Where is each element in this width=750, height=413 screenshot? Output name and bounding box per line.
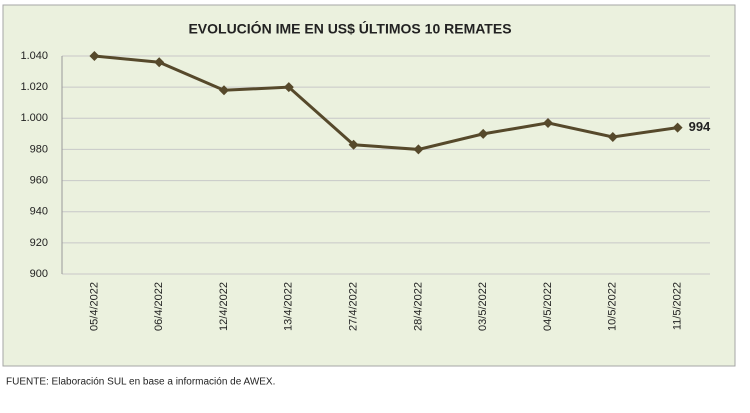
source-note: FUENTE: Elaboración SUL en base a inform…: [6, 377, 275, 388]
x-tick-label: 12/4/2022: [218, 282, 230, 331]
line: [94, 54, 678, 151]
x-tick-label: 03/5/2022: [477, 282, 489, 331]
marker: [413, 144, 424, 155]
y-tick-label: 960: [30, 174, 48, 186]
marker: [478, 128, 489, 139]
marker: [672, 122, 683, 133]
chart-title: EVOLUCIÓN IME EN US$ ÚLTIMOS 10 REMATES: [188, 20, 511, 37]
y-tick-label: 1.040: [20, 50, 48, 62]
marker: [89, 51, 100, 61]
y-tick-label: 1.020: [20, 81, 48, 93]
marker: [283, 82, 294, 93]
marker: [607, 131, 618, 142]
x-tick-label: 27/4/2022: [348, 282, 360, 331]
x-tick-label: 11/5/2022: [672, 282, 684, 330]
x-tick-label: 10/5/2022: [607, 282, 619, 331]
x-tick-label: 04/5/2022: [542, 282, 554, 331]
x-tick-label: 05/4/2022: [88, 282, 100, 331]
y-tick-label: 920: [30, 237, 48, 249]
y-tick-label: 900: [30, 268, 48, 280]
y-tick-label: 1.000: [20, 112, 48, 124]
chart-area: [2, 4, 736, 367]
y-tick-label: 980: [30, 143, 48, 155]
marker: [219, 85, 229, 96]
marker: [348, 139, 359, 150]
marker: [154, 57, 165, 68]
x-tick-label: 06/4/2022: [153, 282, 165, 331]
x-tick-label: 28/4/2022: [412, 282, 424, 331]
y-tick-label: 940: [30, 206, 48, 218]
x-tick-label: 13/4/2022: [283, 282, 295, 331]
value-label: 994: [689, 119, 711, 134]
marker: [543, 117, 553, 128]
